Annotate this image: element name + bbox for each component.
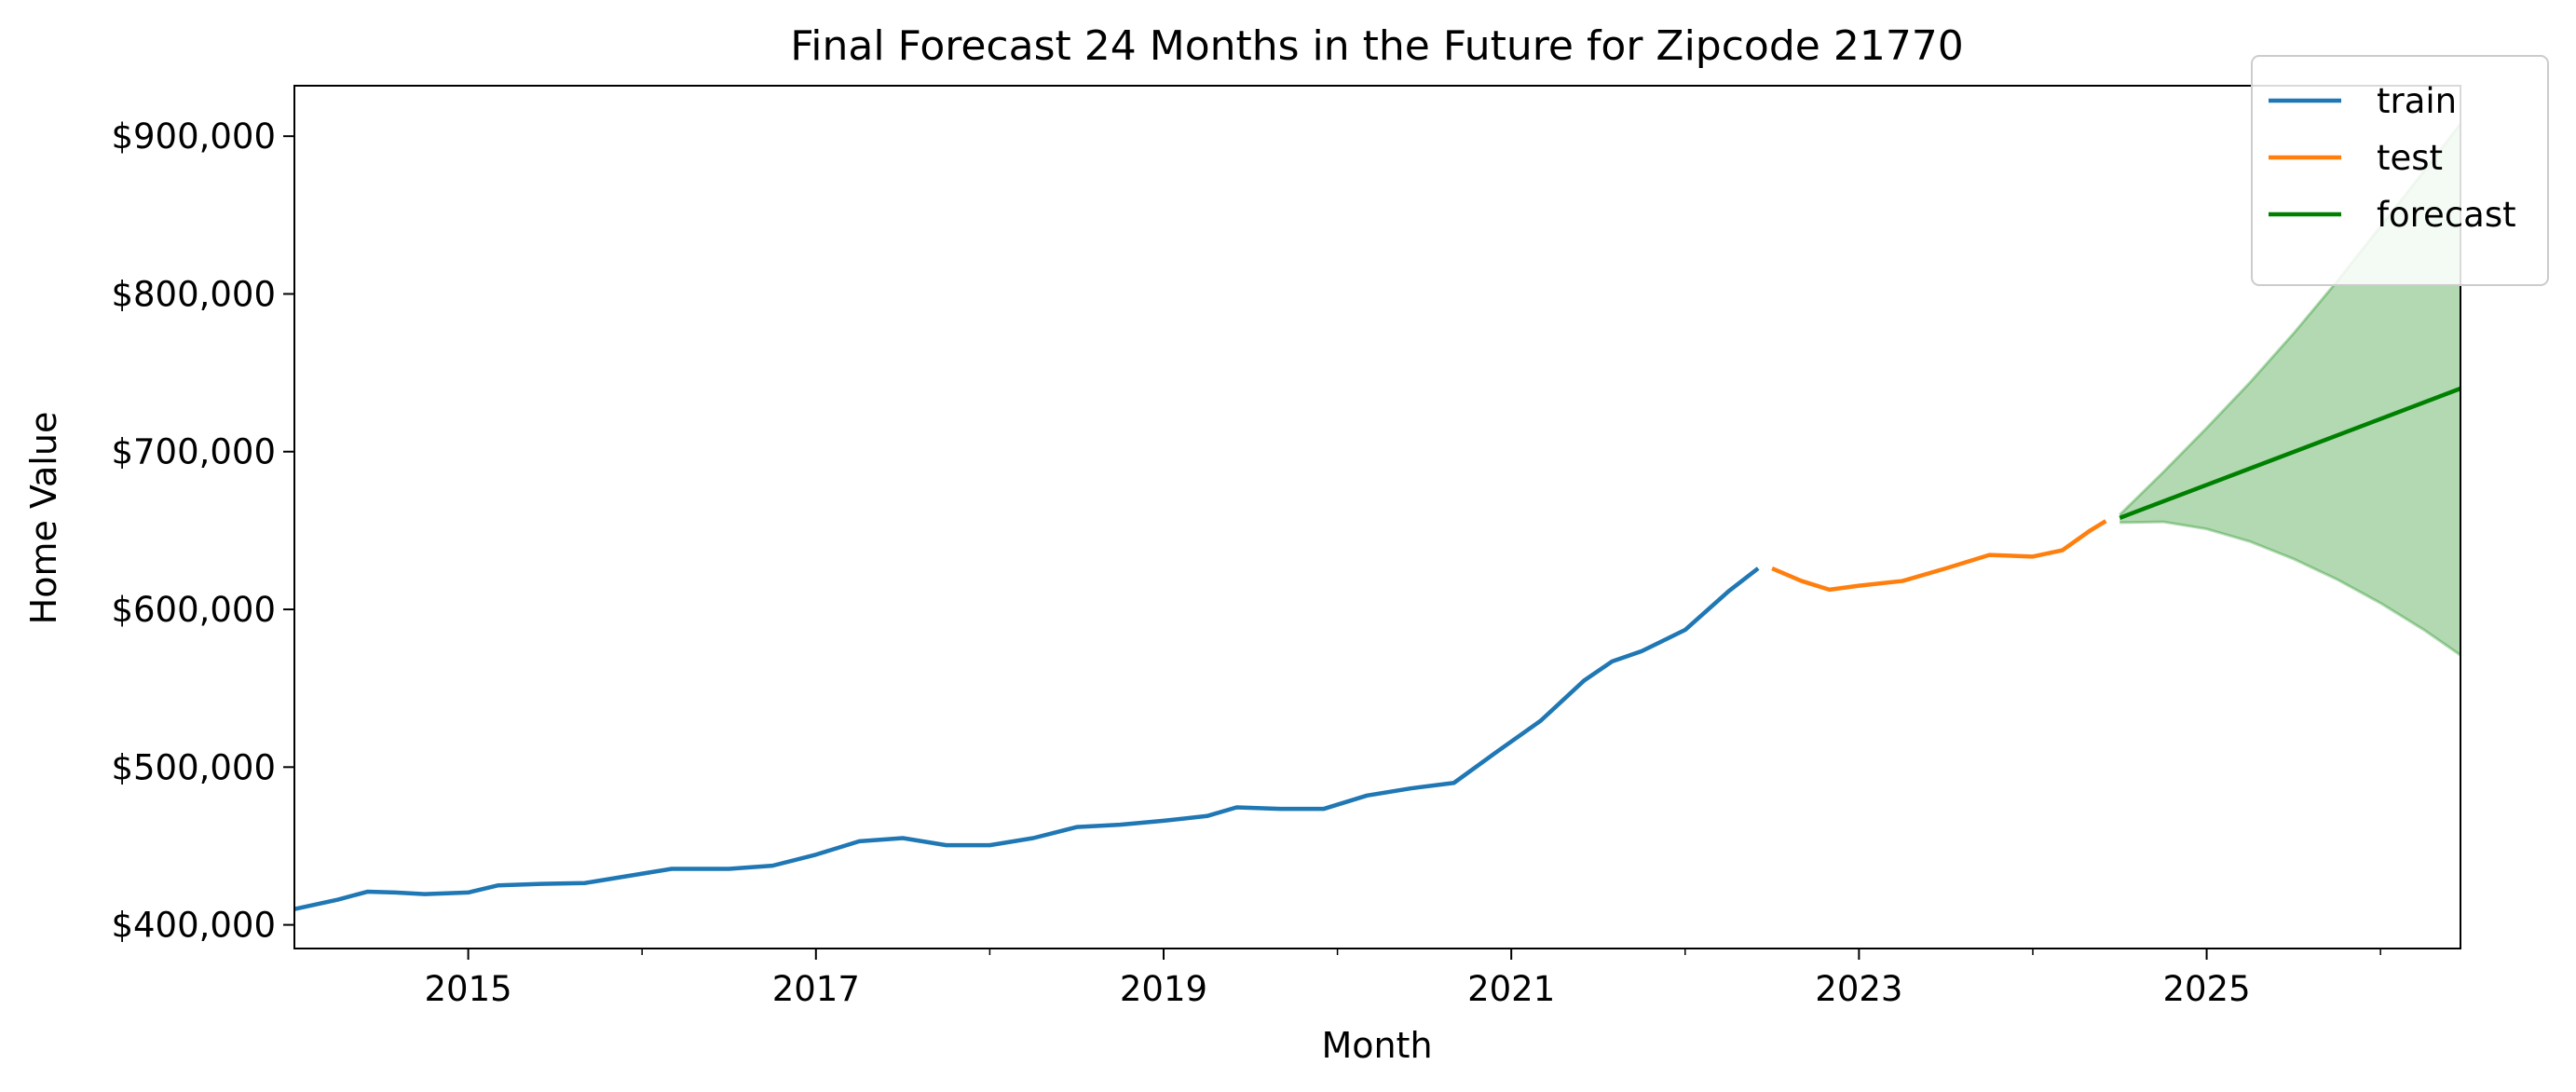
series-layer bbox=[293, 386, 2461, 911]
x-tick-label: 2021 bbox=[1467, 969, 1555, 1009]
y-tick-label: $800,000 bbox=[111, 274, 276, 314]
legend-box bbox=[2251, 55, 2549, 286]
y-tick-label: $700,000 bbox=[111, 432, 276, 472]
series-line-train bbox=[293, 566, 1760, 911]
y-tick-label: $600,000 bbox=[111, 590, 276, 630]
plot-frame bbox=[293, 85, 2461, 949]
x-tick-label: 2019 bbox=[1120, 969, 1207, 1009]
legend-label-test: test bbox=[2377, 138, 2443, 178]
x-tick-label: 2023 bbox=[1815, 969, 1902, 1009]
confidence-lower-edge bbox=[2119, 520, 2461, 657]
y-axis-title: Home Value bbox=[23, 412, 64, 625]
x-tick-label: 2015 bbox=[425, 969, 512, 1009]
plot-area bbox=[293, 85, 2462, 949]
legend-label-train: train bbox=[2377, 81, 2457, 121]
x-axis: 2015 2017 2019 2021 2023 2025 bbox=[425, 949, 2381, 1009]
chart-title: Final Forecast 24 Months in the Future f… bbox=[790, 22, 1964, 70]
y-axis: $400,000 $500,000 $600,000 $700,000 $800,000… bbox=[111, 116, 294, 946]
y-tick-label: $500,000 bbox=[111, 747, 276, 787]
series-line-forecast bbox=[2119, 386, 2461, 520]
y-tick-label: $400,000 bbox=[111, 906, 276, 946]
x-axis-title: Month bbox=[1321, 1025, 1432, 1066]
series-line-test bbox=[1771, 519, 2107, 593]
legend-label-forecast: forecast bbox=[2377, 195, 2516, 235]
x-tick-label: 2017 bbox=[772, 969, 860, 1009]
x-tick-label: 2025 bbox=[2162, 969, 2250, 1009]
legend: train test forecast bbox=[2251, 55, 2549, 286]
y-tick-label: $900,000 bbox=[111, 116, 276, 157]
